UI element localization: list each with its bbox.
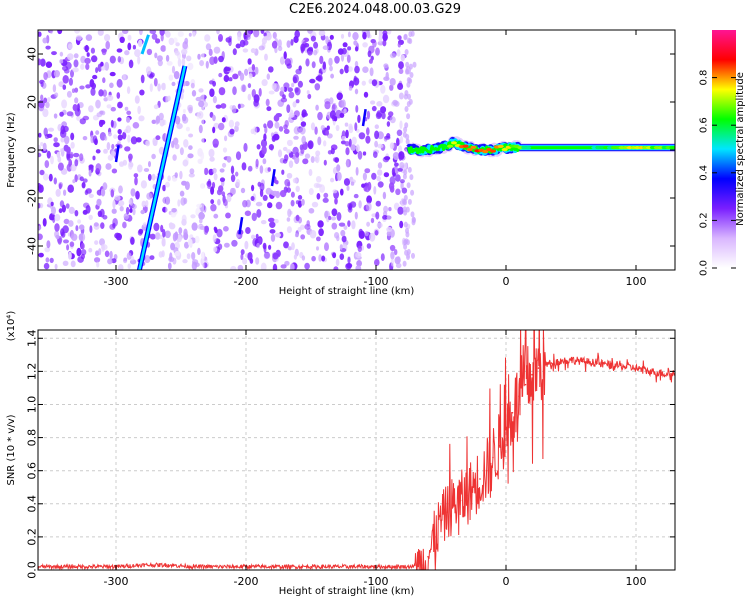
bot-ytick-label: 0.2 (26, 528, 39, 546)
top-xtick-label: -100 (364, 275, 389, 288)
snr-point (453, 502, 455, 505)
snr-point (518, 395, 520, 398)
colorbar-tick-label: 0.8 (699, 70, 710, 86)
top-ytick-label: -20 (26, 189, 39, 207)
bot-ytick-label: 0.6 (26, 462, 39, 480)
snr-point (570, 358, 572, 361)
snr-point (433, 536, 436, 538)
snr-point (479, 478, 481, 480)
bot-xtick-label: -300 (104, 575, 129, 588)
snr-grid (38, 330, 675, 571)
bot-ytick-label: 0.8 (26, 429, 39, 447)
snr-point (596, 362, 598, 364)
bot-ytick-label: 1.2 (26, 363, 39, 381)
snr-point (583, 360, 585, 363)
snr-point (511, 411, 514, 414)
snr-point (76, 565, 78, 568)
snr-point (466, 494, 468, 497)
snr-point (446, 511, 449, 513)
snr-series-line (38, 330, 675, 570)
snr-point (310, 565, 312, 568)
bot-ytick-label: 0.0 (26, 561, 39, 579)
bot-yscale-label: (x10⁴) (6, 311, 17, 342)
snr-point (472, 486, 475, 489)
snr-point (609, 363, 611, 366)
top-ytick-label: -40 (26, 237, 39, 255)
snr-point (498, 445, 501, 447)
snr-point (427, 555, 429, 558)
snr-point (557, 360, 559, 363)
snr-point (459, 499, 462, 502)
top-ytick-label: 20 (26, 95, 39, 109)
bot-ytick-label: 1.4 (26, 330, 39, 348)
colorbar-gradient (712, 30, 736, 268)
top-xtick-label: 0 (503, 275, 510, 288)
bot-ytick-label: 1.0 (26, 396, 39, 414)
tilted-line (138, 65, 187, 270)
top-ytick-label: 0 (26, 147, 39, 154)
snr-point (492, 456, 494, 459)
snr-point (485, 469, 488, 472)
noise-speckles (38, 30, 411, 270)
top-ylabel: Frequency (Hz) (6, 112, 17, 188)
bot-xtick-label: -200 (234, 575, 259, 588)
colorbar-tick-label: 0.2 (699, 212, 710, 228)
colorbar-tick-label: 0.6 (699, 117, 710, 133)
snr-point (544, 363, 546, 366)
snr-point (407, 565, 410, 568)
snr-point (524, 383, 527, 386)
carrier-band (404, 136, 675, 158)
top-ytick-label: 40 (26, 47, 39, 61)
snr-plot: -300 -200 -100 0 100 0.0 0.2 0.4 0.6 0.8 1.0 1.2 1.4… (6, 311, 676, 597)
bot-ytick-label: 0.4 (26, 495, 39, 513)
snr-point (440, 519, 442, 522)
colorbar-tick-label: 0.4 (699, 165, 710, 181)
bot-xtick-label: -100 (364, 575, 389, 588)
snr-point (537, 367, 540, 369)
snr-point (420, 564, 423, 566)
snr-point (635, 367, 637, 369)
chart-title: C2E6.2024.048.00.03.G29 (288, 2, 462, 17)
colorbar-label: Normalized spectral amplitude (735, 72, 746, 226)
top-xlabel: Height of straight line (km) (279, 286, 415, 297)
snr-point (141, 564, 143, 566)
colorbar: 0.0 0.2 0.4 0.6 0.8 Normalized spectral ampli… (699, 30, 746, 276)
snr-point (531, 373, 533, 376)
bot-xlabel: Height of straight line (km) (279, 586, 415, 597)
bot-xtick-label: 0 (503, 575, 510, 588)
snr-point (622, 365, 624, 368)
side-line (140, 34, 150, 55)
snr-point (167, 564, 169, 566)
bot-ylabel: SNR (10 * v/v) (6, 414, 17, 485)
bot-xtick-label: 100 (626, 575, 647, 588)
top-xtick-label: -300 (104, 275, 129, 288)
snr-point (648, 370, 650, 373)
top-xtick-label: 100 (626, 275, 647, 288)
snr-point (505, 428, 507, 431)
snr-point (193, 565, 195, 568)
snr-point (550, 362, 553, 364)
colorbar-tick-label: 0.0 (699, 260, 710, 276)
top-xtick-label: -200 (234, 275, 259, 288)
snr-point (661, 372, 663, 374)
